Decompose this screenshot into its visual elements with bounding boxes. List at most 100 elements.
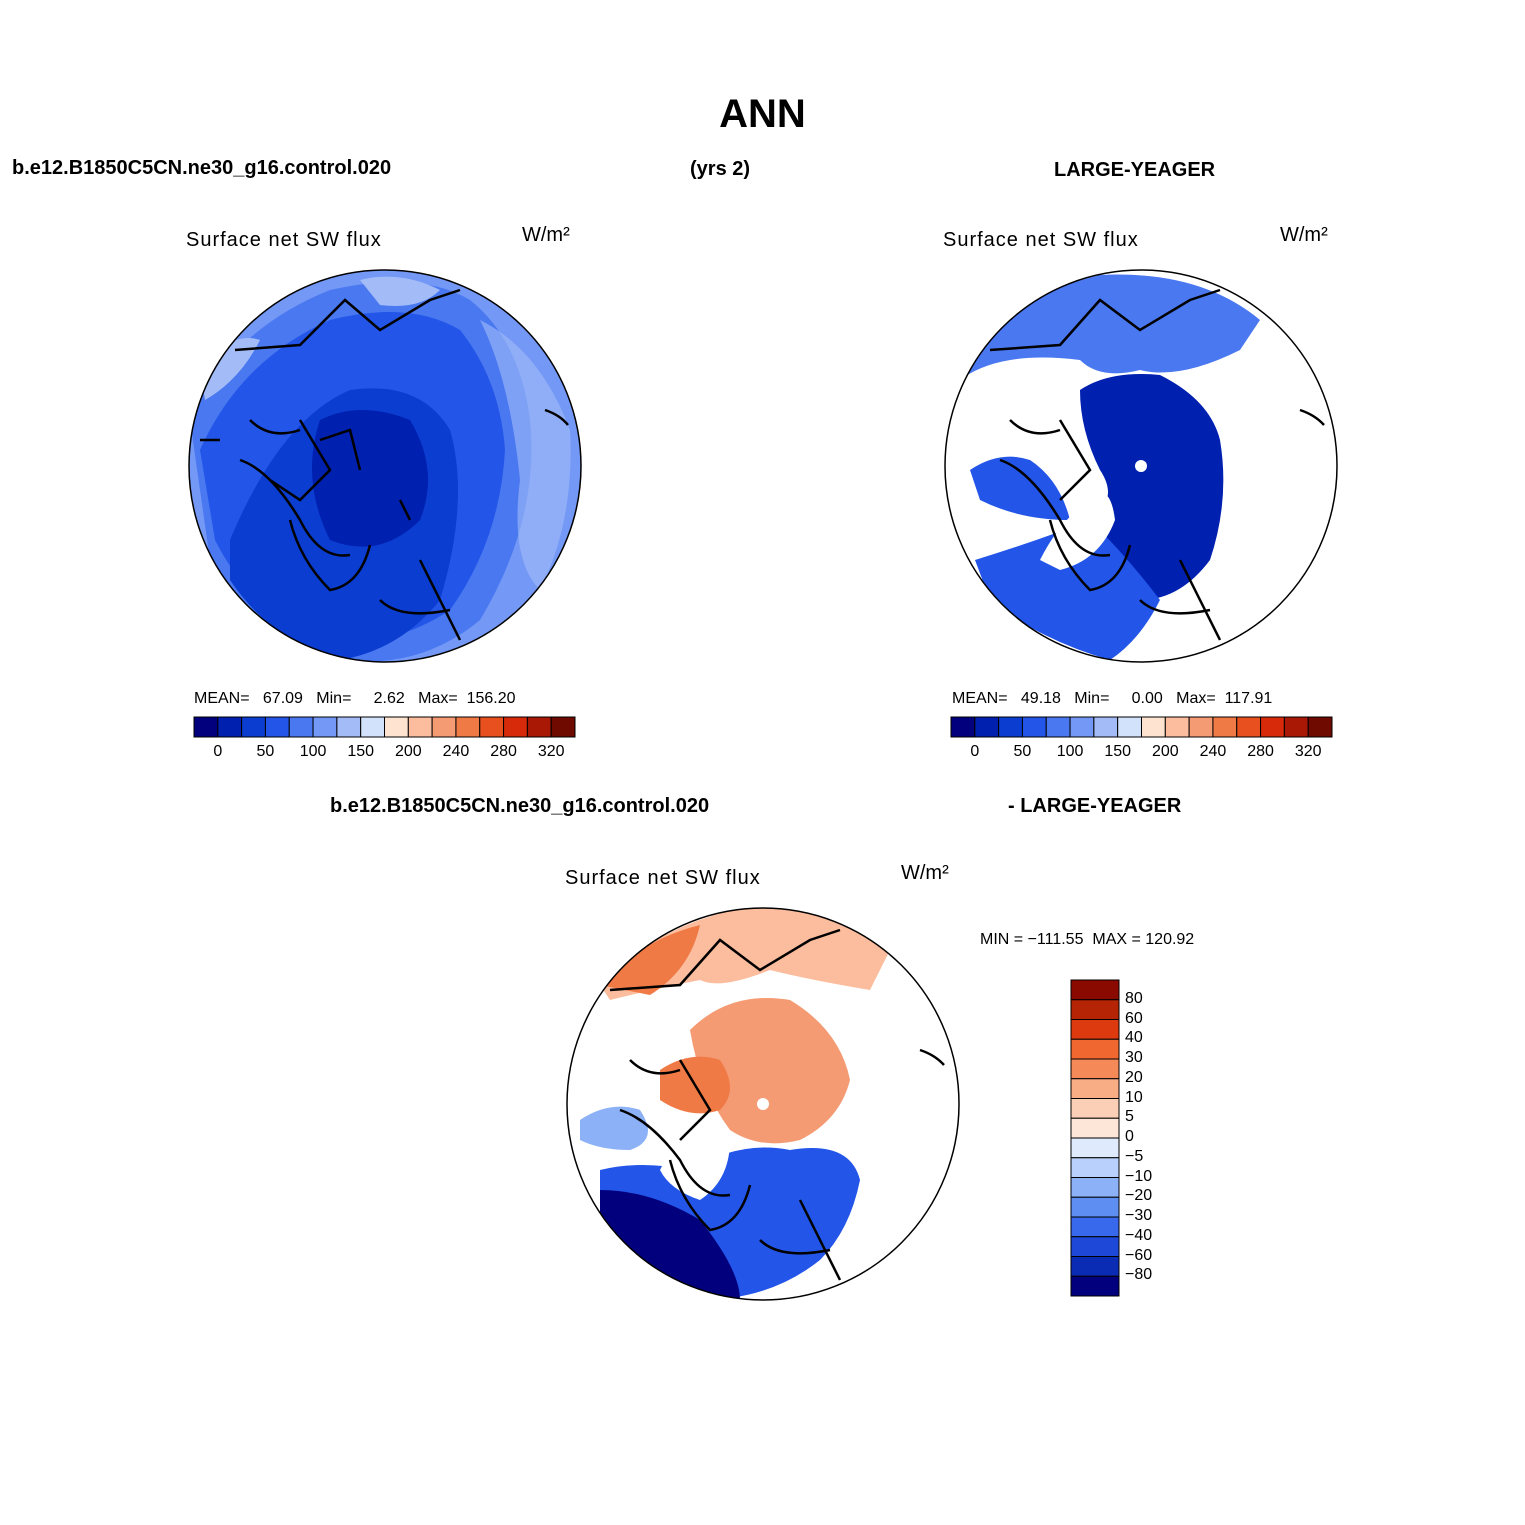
colorbar-tick-label: 30 (1125, 1049, 1143, 1066)
obs-polar-map (945, 270, 1337, 662)
colorbar-tick-label: 0 (1125, 1128, 1134, 1145)
colorbar-swatch (1070, 1038, 1120, 1060)
colorbar-swatch (479, 716, 505, 738)
colorbar-swatch (1070, 979, 1120, 1001)
panel1-title: Surface net SW flux (186, 229, 382, 251)
colorbar-swatch (1141, 716, 1166, 738)
panel3-stats: MIN = −111.55 MAX = 120.92 (980, 931, 1195, 948)
colorbar-tick-label: 240 (1199, 743, 1227, 760)
colorbar-swatch (336, 716, 362, 738)
colorbar-tick-label: 5 (1125, 1108, 1134, 1126)
colorbar-tick-label: 80 (1125, 989, 1143, 1007)
colorbar-swatch (1164, 716, 1190, 738)
colorbar-tick-label: 100 (1056, 743, 1084, 760)
colorbar-tick-label: 150 (1104, 743, 1132, 760)
colorbar-tick-label: −10 (1125, 1167, 1153, 1185)
colorbar-swatch (1070, 1216, 1120, 1238)
obs-name-top-right: LARGE-YEAGER (1054, 159, 1216, 181)
colorbar-swatch (1093, 716, 1119, 738)
colorbar-swatch (384, 716, 409, 738)
colorbar-swatch (1070, 1256, 1120, 1277)
colorbar-swatch (550, 716, 576, 738)
colorbar-swatch (288, 716, 314, 738)
panel1-units: W/m² (522, 224, 570, 246)
colorbar-tick-label: −60 (1125, 1246, 1153, 1264)
colorbar-tick-label: 240 (442, 743, 470, 760)
diff-case-name: b.e12.B1850C5CN.ne30_g16.control.020 (330, 795, 710, 817)
obs-colorbar (950, 716, 1333, 738)
colorbar-tick-label: −20 (1125, 1187, 1153, 1205)
colorbar-tick-label: 60 (1125, 1009, 1143, 1027)
panel2-stats: MEAN= 49.18 Min= 0.00 Max= 117.91 (952, 690, 1273, 707)
colorbar-swatch (1070, 1196, 1120, 1218)
colorbar-tick-label: 0 (213, 743, 223, 760)
colorbar-swatch (1307, 716, 1333, 738)
colorbar-tick-label: 200 (1151, 743, 1179, 760)
figure-title: ANN (719, 92, 806, 136)
colorbar-tick-label: 100 (299, 743, 327, 760)
colorbar-swatch (1188, 716, 1214, 738)
colorbar-swatch (1117, 716, 1142, 738)
colorbar-swatch (312, 716, 338, 738)
diff-polar-map (567, 908, 959, 1300)
colorbar-swatch (1070, 1058, 1120, 1080)
colorbar-swatch (1070, 999, 1120, 1020)
colorbar-swatch (1070, 1137, 1120, 1159)
case-name-top-left: b.e12.B1850C5CN.ne30_g16.control.020 (12, 157, 392, 179)
colorbar-swatch (950, 716, 976, 738)
colorbar-swatch (1236, 716, 1262, 738)
colorbar-swatch (360, 716, 385, 738)
obs-map-border (944, 269, 1338, 663)
colorbar-tick-label: 0 (970, 743, 980, 760)
colorbar-swatch (974, 716, 1000, 738)
colorbar-tick-label: 280 (490, 743, 517, 760)
panel2-units: W/m² (1280, 224, 1328, 246)
colorbar-tick-label: −30 (1125, 1207, 1153, 1224)
colorbar-tick-label: 320 (537, 743, 565, 760)
colorbar-swatch (1070, 1157, 1120, 1178)
colorbar-swatch (407, 716, 433, 738)
colorbar-swatch (1070, 1177, 1120, 1198)
panel2-title: Surface net SW flux (943, 229, 1139, 251)
colorbar-swatch (1283, 716, 1309, 738)
colorbar-swatch (193, 716, 219, 738)
colorbar-tick-label: 280 (1247, 743, 1274, 760)
colorbar-swatch (431, 716, 457, 738)
colorbar-tick-label: 40 (1125, 1029, 1143, 1047)
colorbar-swatch (217, 716, 243, 738)
colorbar-swatch (1070, 1098, 1120, 1119)
colorbar-swatch (1070, 1078, 1120, 1099)
colorbar-swatch (1045, 716, 1071, 738)
colorbar-swatch (998, 716, 1023, 738)
colorbar-tick-label: −5 (1125, 1147, 1144, 1165)
diff-colorbar (1070, 979, 1120, 1297)
colorbar-swatch (1260, 716, 1285, 738)
colorbar-tick-label: 320 (1294, 743, 1322, 760)
colorbar-swatch (1021, 716, 1047, 738)
colorbar-tick-label: 150 (347, 743, 375, 760)
colorbar-swatch (526, 716, 552, 738)
colorbar-swatch (503, 716, 528, 738)
diff-obs-name: - LARGE-YEAGER (1008, 795, 1182, 817)
colorbar-swatch (264, 716, 290, 738)
colorbar-swatch (1070, 1275, 1120, 1297)
panel1-stats: MEAN= 67.09 Min= 2.62 Max= 156.20 (194, 690, 516, 707)
diff-map-border (566, 907, 960, 1301)
colorbar-tick-label: 50 (256, 743, 275, 760)
colorbar-swatch (455, 716, 481, 738)
colorbar-tick-label: −80 (1125, 1266, 1153, 1284)
panel3-units: W/m² (901, 862, 949, 884)
colorbar-swatch (1069, 716, 1095, 738)
panel3-title: Surface net SW flux (565, 867, 761, 889)
colorbar-swatch (1070, 1236, 1120, 1257)
model-map-border (188, 269, 582, 663)
years-label: (yrs 2) (690, 158, 751, 180)
colorbar-swatch (1212, 716, 1238, 738)
model-polar-map (189, 270, 581, 662)
colorbar-tick-label: 50 (1013, 743, 1032, 760)
model-colorbar (193, 716, 576, 738)
colorbar-swatch (241, 716, 266, 738)
colorbar-swatch (1070, 1019, 1120, 1040)
colorbar-swatch (1070, 1117, 1120, 1139)
